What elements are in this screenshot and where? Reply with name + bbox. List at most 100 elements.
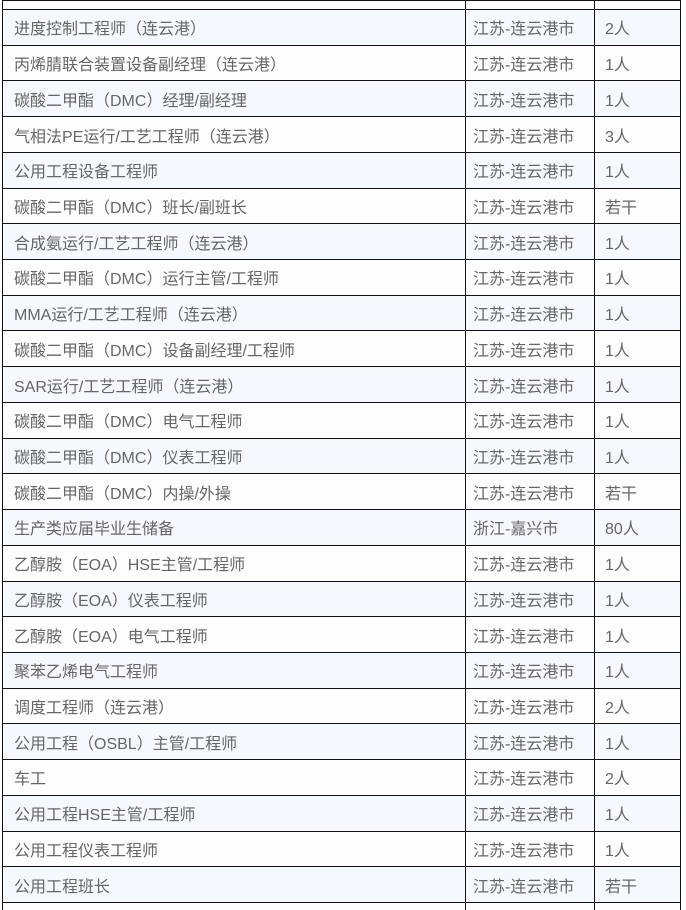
table-row[interactable]: 碳酸二甲酯（DMC）设备副经理/工程师 江苏-连云港市 1人 xyxy=(3,331,680,368)
headcount-cell: 2人 xyxy=(605,771,630,789)
job-title-cell: 进度控制工程师（连云港） xyxy=(3,10,466,45)
headcount-cell: 1人 xyxy=(605,735,630,753)
location-cell: 江苏-连云港市 xyxy=(466,295,595,331)
table-row-partial-bottom xyxy=(3,902,680,910)
table-row[interactable]: 碳酸二甲酯（DMC）经理/副经理 江苏-连云港市 1人 xyxy=(3,81,680,118)
job-title-cell: 碳酸二甲酯（DMC）班长/副班长 xyxy=(3,188,466,224)
job-title-cell: 合成氨运行/工艺工程师（连云港） xyxy=(3,224,466,260)
job-title-cell: 碳酸二甲酯（DMC）内操/外操 xyxy=(3,474,466,510)
job-title-cell: 丙烯腈联合装置设备副经理（连云港） xyxy=(3,45,466,81)
table-row[interactable]: 合成氨运行/工艺工程师（连云港） 江苏-连云港市 1人 xyxy=(3,224,680,261)
headcount-cell: 1人 xyxy=(605,414,630,432)
location-cell xyxy=(466,1,595,9)
table-row[interactable]: 公用工程仪表工程师 江苏-连云港市 1人 xyxy=(3,831,680,868)
table-row[interactable]: 乙醇胺（EOA）仪表工程师 江苏-连云港市 1人 xyxy=(3,581,680,618)
job-title-cell: 碳酸二甲酯（DMC）电气工程师 xyxy=(3,402,466,438)
table-row[interactable]: 公用工程HSE主管/工程师 江苏-连云港市 1人 xyxy=(3,795,680,832)
headcount-cell: 1人 xyxy=(605,307,630,325)
headcount-cell: 2人 xyxy=(605,700,630,718)
job-title-cell: 公用工程HSE主管/工程师 xyxy=(3,795,466,831)
headcount-cell: 若干 xyxy=(605,485,638,503)
job-title-cell: 气相法PE运行/工艺工程师（连云港） xyxy=(3,117,466,152)
headcount-cell: 1人 xyxy=(605,842,630,860)
location-cell: 江苏-连云港市 xyxy=(466,45,595,81)
headcount-cell: 1人 xyxy=(605,57,630,75)
table-row[interactable]: 乙醇胺（EOA）HSE主管/工程师 江苏-连云港市 1人 xyxy=(3,545,680,582)
job-title-cell: 碳酸二甲酯（DMC）仪表工程师 xyxy=(3,438,466,474)
job-title-cell: 生产类应届毕业生储备 xyxy=(3,510,466,545)
table-row[interactable]: 生产类应届毕业生储备 浙江-嘉兴市 80人 xyxy=(3,510,680,546)
table-row[interactable]: MMA运行/工艺工程师（连云港） 江苏-连云港市 1人 xyxy=(3,295,680,332)
table-row-partial-top xyxy=(3,0,680,10)
headcount-cell: 3人 xyxy=(605,128,630,146)
job-title-cell: 公用工程设备工程师 xyxy=(3,152,466,188)
job-title-cell: 聚苯乙烯电气工程师 xyxy=(3,652,466,688)
headcount-cell: 1人 xyxy=(605,628,630,646)
location-cell: 浙江-嘉兴市 xyxy=(466,510,595,545)
headcount-cell: 1人 xyxy=(605,378,630,396)
headcount-cell: 1人 xyxy=(605,92,630,110)
table-row[interactable]: 丙烯腈联合装置设备副经理（连云港） 江苏-连云港市 1人 xyxy=(3,45,680,82)
job-title-cell: 调度工程师（连云港） xyxy=(3,688,466,724)
table-row[interactable]: 气相法PE运行/工艺工程师（连云港） 江苏-连云港市 3人 xyxy=(3,117,680,153)
job-title-cell: SAR运行/工艺工程师（连云港） xyxy=(3,367,466,402)
location-cell: 江苏-连云港市 xyxy=(466,331,595,367)
table-row[interactable]: 公用工程设备工程师 江苏-连云港市 1人 xyxy=(3,152,680,189)
location-cell: 江苏-连云港市 xyxy=(466,117,595,152)
table-row[interactable]: 聚苯乙烯电气工程师 江苏-连云港市 1人 xyxy=(3,652,680,689)
location-cell: 江苏-连云港市 xyxy=(466,438,595,474)
table-row[interactable]: 车工 江苏-连云港市 2人 xyxy=(3,760,680,796)
location-cell: 江苏-连云港市 xyxy=(466,224,595,260)
location-cell: 江苏-连云港市 xyxy=(466,81,595,117)
job-title-cell: 公用工程仪表工程师 xyxy=(3,831,466,867)
table-row[interactable]: 进度控制工程师（连云港） 江苏-连云港市 2人 xyxy=(3,10,680,46)
location-cell: 江苏-连云港市 xyxy=(466,545,595,581)
location-cell: 江苏-连云港市 xyxy=(466,724,595,760)
job-title-cell: MMA运行/工艺工程师（连云港） xyxy=(3,295,466,331)
location-cell xyxy=(466,902,595,910)
table-row[interactable]: 碳酸二甲酯（DMC）运行主管/工程师 江苏-连云港市 1人 xyxy=(3,260,680,296)
headcount-cell: 1人 xyxy=(605,235,630,253)
headcount-cell: 若干 xyxy=(605,199,638,217)
table-row[interactable]: 碳酸二甲酯（DMC）班长/副班长 江苏-连云港市 若干 xyxy=(3,188,680,225)
job-title-cell xyxy=(3,902,466,910)
location-cell: 江苏-连云港市 xyxy=(466,188,595,224)
table-row[interactable]: 调度工程师（连云港） 江苏-连云港市 2人 xyxy=(3,688,680,725)
job-title-cell: 碳酸二甲酯（DMC）经理/副经理 xyxy=(3,81,466,117)
location-cell: 江苏-连云港市 xyxy=(466,795,595,831)
location-cell: 江苏-连云港市 xyxy=(466,367,595,402)
table-row[interactable]: SAR运行/工艺工程师（连云港） 江苏-连云港市 1人 xyxy=(3,367,680,403)
location-cell: 江苏-连云港市 xyxy=(466,581,595,617)
location-cell: 江苏-连云港市 xyxy=(466,152,595,188)
headcount-cell: 1人 xyxy=(605,164,630,182)
headcount-cell xyxy=(595,903,680,910)
table-row[interactable]: 碳酸二甲酯（DMC）电气工程师 江苏-连云港市 1人 xyxy=(3,402,680,439)
headcount-cell: 80人 xyxy=(605,521,639,539)
table-row[interactable]: 公用工程（OSBL）主管/工程师 江苏-连云港市 1人 xyxy=(3,724,680,761)
location-cell: 江苏-连云港市 xyxy=(466,10,595,45)
headcount-cell xyxy=(595,1,680,9)
location-cell: 江苏-连云港市 xyxy=(466,402,595,438)
location-cell: 江苏-连云港市 xyxy=(466,831,595,867)
job-title-cell: 乙醇胺（EOA）HSE主管/工程师 xyxy=(3,545,466,581)
job-title-cell: 车工 xyxy=(3,760,466,795)
headcount-cell: 若干 xyxy=(605,878,638,896)
headcount-cell: 2人 xyxy=(605,21,630,39)
job-title-cell: 碳酸二甲酯（DMC）运行主管/工程师 xyxy=(3,260,466,295)
location-cell: 江苏-连云港市 xyxy=(466,474,595,510)
location-cell: 江苏-连云港市 xyxy=(466,688,595,724)
headcount-cell: 1人 xyxy=(605,449,630,467)
table-row[interactable]: 公用工程班长 江苏-连云港市 若干 xyxy=(3,867,680,903)
table-row[interactable]: 碳酸二甲酯（DMC）内操/外操 江苏-连云港市 若干 xyxy=(3,474,680,511)
headcount-cell: 1人 xyxy=(605,592,630,610)
job-title-cell: 乙醇胺（EOA）电气工程师 xyxy=(3,617,466,652)
job-title-cell: 公用工程班长 xyxy=(3,867,466,902)
table-row[interactable]: 碳酸二甲酯（DMC）仪表工程师 江苏-连云港市 1人 xyxy=(3,438,680,475)
location-cell: 江苏-连云港市 xyxy=(466,760,595,795)
headcount-cell: 1人 xyxy=(605,807,630,825)
job-title-cell xyxy=(3,1,466,9)
job-title-cell: 乙醇胺（EOA）仪表工程师 xyxy=(3,581,466,617)
table-row[interactable]: 乙醇胺（EOA）电气工程师 江苏-连云港市 1人 xyxy=(3,617,680,653)
location-cell: 江苏-连云港市 xyxy=(466,867,595,902)
